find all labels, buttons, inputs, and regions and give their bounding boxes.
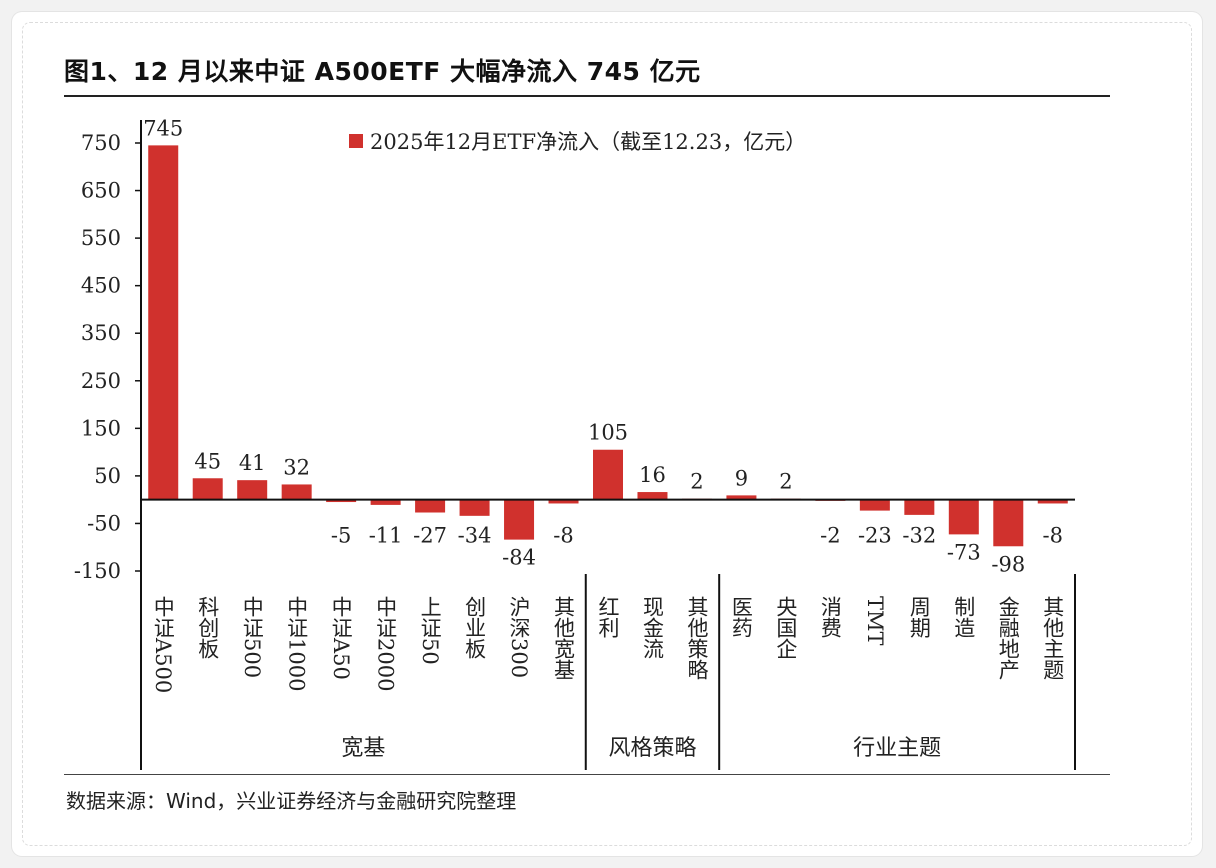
bar xyxy=(637,492,668,500)
group-label: 风格策略 xyxy=(608,736,696,761)
category-label: 其他宽基 xyxy=(552,596,576,680)
data-label: 9 xyxy=(735,466,748,490)
data-label: -23 xyxy=(858,524,892,548)
category-label: 科创板 xyxy=(196,596,220,659)
y-tick-label: 750 xyxy=(81,131,121,155)
data-label: -11 xyxy=(369,524,403,548)
data-label: 32 xyxy=(283,455,310,479)
category-label: 中证500 xyxy=(240,596,264,678)
bar xyxy=(904,499,935,515)
category-label: 中证1000 xyxy=(285,596,309,691)
data-label: -73 xyxy=(947,540,981,564)
figure-title: 图1、12 月以来中证 A500ETF 大幅净流入 745 亿元 xyxy=(64,57,701,86)
y-tick-label: -150 xyxy=(74,559,121,583)
card-border xyxy=(22,22,1192,846)
data-label: -32 xyxy=(902,524,936,548)
data-label: 2 xyxy=(779,470,792,494)
figure-card xyxy=(12,12,1202,856)
category-label: 消费 xyxy=(818,596,842,638)
data-label: -5 xyxy=(331,524,351,548)
category-label: 央国企 xyxy=(774,596,798,659)
bar xyxy=(415,499,446,513)
group-label: 行业主题 xyxy=(853,736,941,761)
data-label: 45 xyxy=(194,449,221,473)
bar xyxy=(548,499,579,504)
data-label: -27 xyxy=(413,524,447,548)
category-label: 其他主题 xyxy=(1041,596,1065,680)
data-label: -2 xyxy=(820,524,840,548)
bar xyxy=(148,145,179,500)
data-label: -8 xyxy=(1043,524,1063,548)
data-label: -34 xyxy=(458,524,492,548)
y-tick-label: 50 xyxy=(94,464,121,488)
bar xyxy=(993,499,1024,547)
bar xyxy=(593,449,623,500)
bar xyxy=(370,499,401,505)
data-label: 2 xyxy=(690,470,703,494)
source-note: 数据来源：Wind，兴业证券经济与金融研究院整理 xyxy=(66,789,517,813)
category-label: 金融地产 xyxy=(996,596,1020,680)
bar xyxy=(859,499,890,511)
category-label: 红利 xyxy=(596,596,620,638)
category-label: 中证2000 xyxy=(374,596,398,691)
data-label: -84 xyxy=(502,546,536,570)
data-label: 105 xyxy=(588,421,628,445)
y-tick-label: 450 xyxy=(81,274,121,298)
category-label: 中证A500 xyxy=(151,596,175,693)
bar xyxy=(459,499,490,516)
y-tick-label: 650 xyxy=(81,179,121,203)
bar xyxy=(1037,499,1068,504)
title-rule xyxy=(64,95,1110,97)
y-tick-label: 550 xyxy=(81,226,121,250)
bar xyxy=(192,478,223,500)
data-label: -98 xyxy=(991,552,1025,576)
data-label: -8 xyxy=(553,524,573,548)
category-label: 其他策略 xyxy=(685,596,709,680)
data-label: 745 xyxy=(143,116,183,140)
y-tick-label: 250 xyxy=(81,369,121,393)
category-label: 上证50 xyxy=(418,596,442,665)
category-label: 现金流 xyxy=(640,596,664,659)
category-label: 中证A50 xyxy=(329,596,353,680)
category-label: TMT xyxy=(863,596,887,646)
category-label: 医药 xyxy=(729,596,753,638)
bar xyxy=(281,484,312,500)
data-label: 16 xyxy=(639,463,666,487)
category-label: 创业板 xyxy=(463,596,487,659)
bar xyxy=(237,480,268,500)
bar xyxy=(726,495,757,500)
y-tick-label: 150 xyxy=(81,416,121,440)
legend-swatch xyxy=(349,134,363,148)
category-label: 沪深300 xyxy=(507,596,531,678)
category-label: 制造 xyxy=(952,596,976,638)
y-tick-label: -50 xyxy=(87,511,121,535)
group-label: 宽基 xyxy=(341,736,385,761)
bar xyxy=(504,499,535,540)
category-label: 周期 xyxy=(907,596,931,638)
data-label: 41 xyxy=(239,451,266,475)
source-rule xyxy=(64,774,1110,775)
bar xyxy=(326,499,357,503)
bar xyxy=(948,499,979,535)
legend-label: 2025年12月ETF净流入（截至12.23，亿元） xyxy=(370,130,806,154)
y-tick-label: 350 xyxy=(81,321,121,345)
